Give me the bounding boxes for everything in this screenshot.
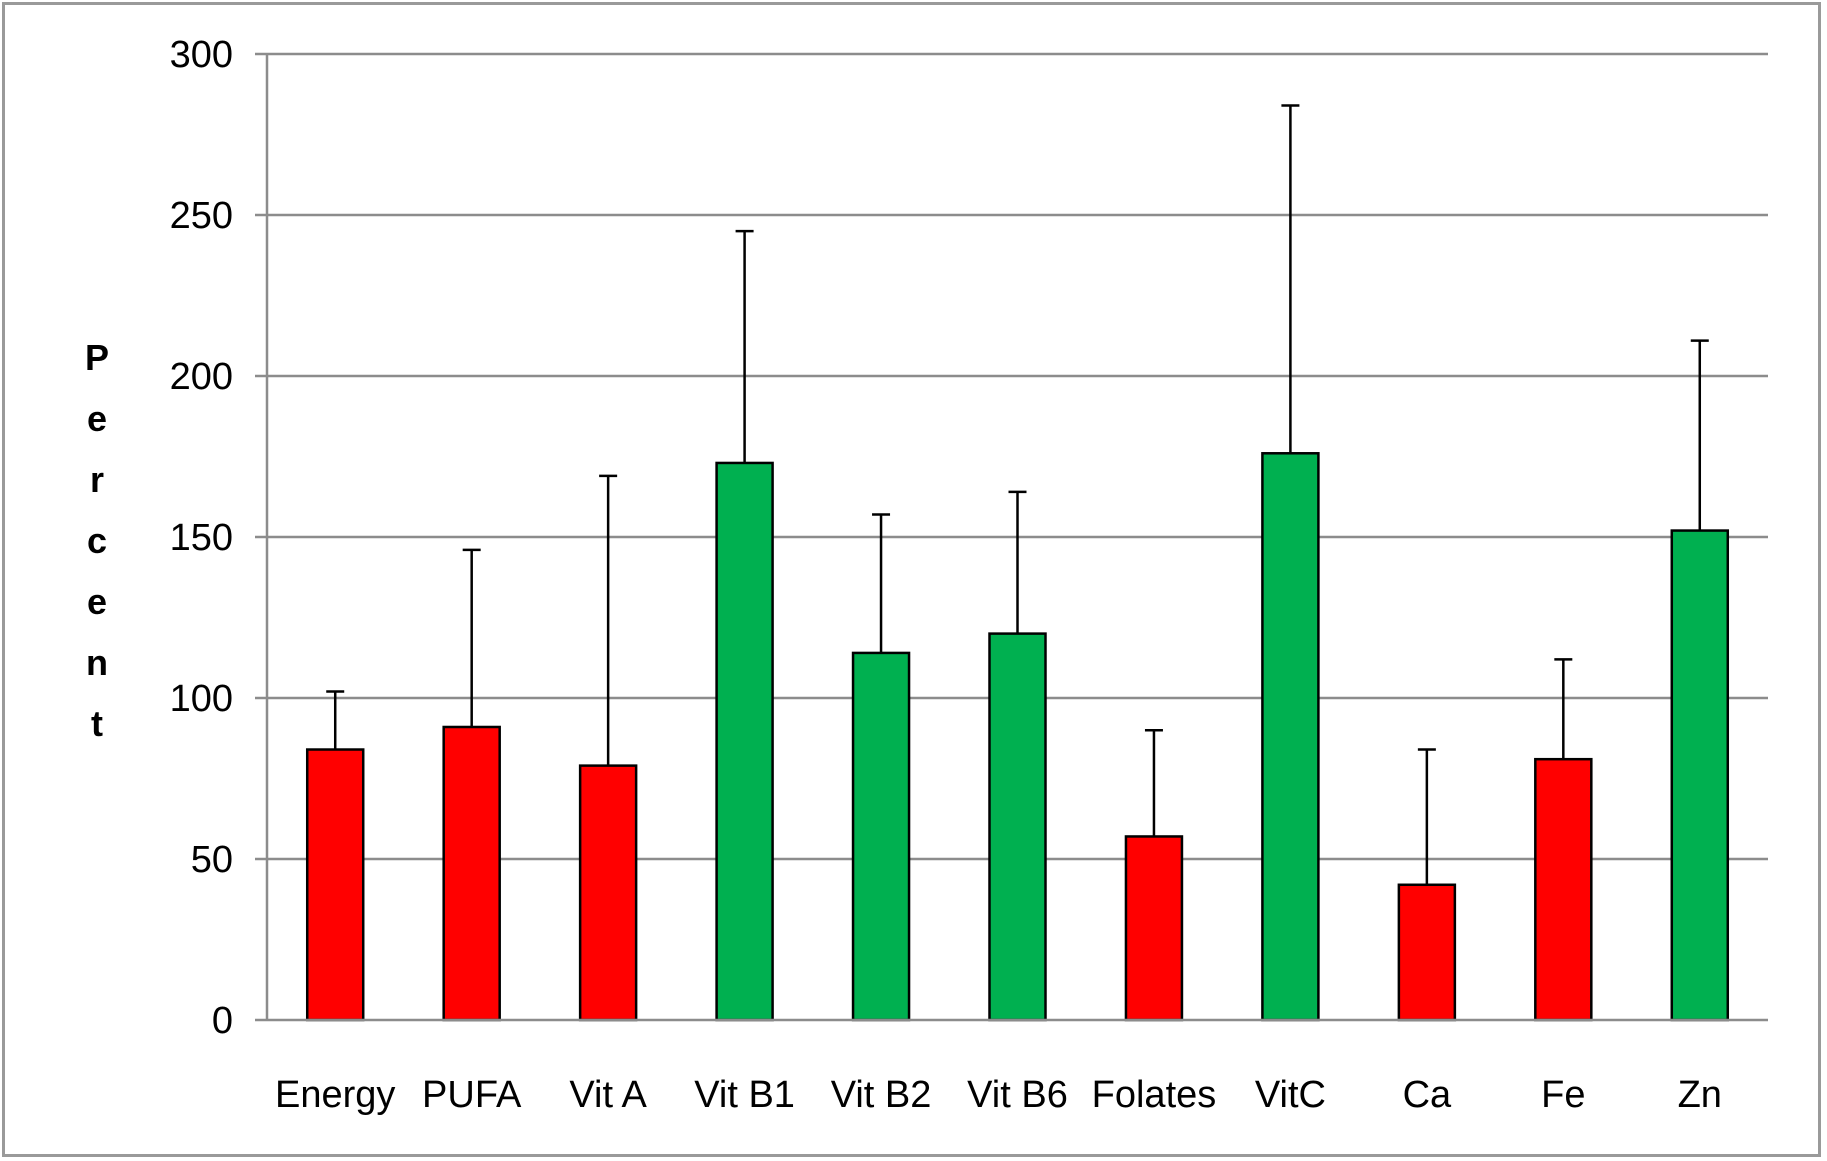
x-tick-labels: Energy PUFA Vit A Vit B1 Vit B2 Vit B6 Folates… <box>275 1074 1722 1116</box>
axes <box>265 54 1768 1022</box>
y-tick-label: 150 <box>170 517 233 559</box>
y-tick-label: 50 <box>191 839 233 881</box>
y-tick-labels: 0 50 100 150 200 250 300 <box>170 34 233 1042</box>
bar-vitc <box>1261 452 1320 1022</box>
bars <box>305 452 1730 1022</box>
bar-vit-b1 <box>715 461 774 1022</box>
y-tick-label: 300 <box>170 34 233 76</box>
x-tick-label: Folates <box>1092 1074 1217 1116</box>
bar-fe <box>1534 757 1593 1022</box>
y-tick-label: 200 <box>170 356 233 398</box>
y-axis-label-letter: r <box>90 459 104 500</box>
bar-vit-b2 <box>851 651 911 1022</box>
error-bars <box>326 104 1709 885</box>
bar-zn <box>1670 529 1730 1022</box>
y-axis-label-letter: P <box>85 337 109 378</box>
y-tick-label: 250 <box>170 195 233 237</box>
x-tick-label: Vit B6 <box>967 1074 1068 1116</box>
bar-energy <box>305 748 365 1022</box>
y-tick-label: 100 <box>170 678 233 720</box>
bar-vit-a <box>578 764 638 1022</box>
x-tick-label: Ca <box>1403 1074 1452 1116</box>
y-axis-label-letter: e <box>87 398 107 439</box>
x-tick-label: VitC <box>1255 1074 1326 1116</box>
y-axis-label-letter: e <box>87 581 107 622</box>
x-tick-label: Zn <box>1678 1074 1722 1116</box>
y-axis-label-letter: t <box>91 703 103 744</box>
bar-folates <box>1124 835 1184 1022</box>
x-tick-label: Fe <box>1541 1074 1585 1116</box>
y-axis-label-letter: c <box>87 520 107 561</box>
x-tick-label: Energy <box>275 1074 395 1116</box>
x-tick-label: Vit A <box>569 1074 647 1116</box>
y-axis-label-letter: n <box>86 642 108 683</box>
x-tick-label: Vit B1 <box>694 1074 795 1116</box>
bar-pufa <box>442 725 501 1022</box>
x-tick-label: Vit B2 <box>831 1074 932 1116</box>
bar-vit-b6 <box>988 632 1047 1022</box>
bar-ca <box>1397 883 1457 1022</box>
x-tick-label: PUFA <box>422 1074 522 1116</box>
y-tick-label: 0 <box>212 1000 233 1042</box>
